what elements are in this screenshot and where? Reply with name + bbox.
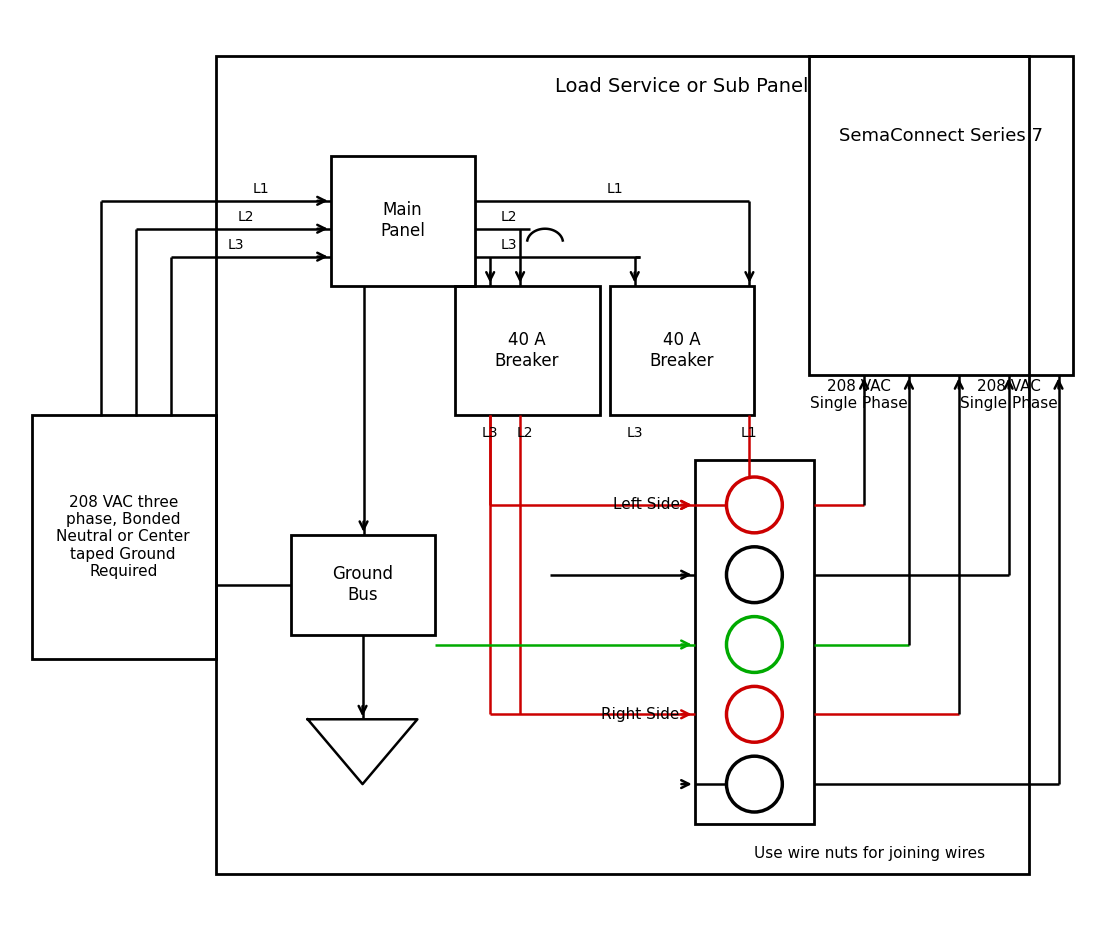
Text: L3: L3 bbox=[627, 426, 644, 440]
Circle shape bbox=[726, 617, 782, 672]
Text: L2: L2 bbox=[500, 209, 517, 224]
Text: L2: L2 bbox=[517, 426, 534, 440]
Text: L1: L1 bbox=[606, 182, 623, 196]
Text: SemaConnect Series 7: SemaConnect Series 7 bbox=[839, 127, 1043, 145]
Text: 208 VAC
Single Phase: 208 VAC Single Phase bbox=[811, 379, 907, 411]
Text: Ground
Bus: Ground Bus bbox=[332, 565, 393, 605]
Text: 208 VAC
Single Phase: 208 VAC Single Phase bbox=[960, 379, 1057, 411]
Bar bbox=[290, 535, 436, 635]
Polygon shape bbox=[308, 720, 417, 784]
Text: L3: L3 bbox=[500, 238, 517, 251]
Bar bbox=[609, 286, 755, 415]
Circle shape bbox=[726, 686, 782, 743]
Text: L3: L3 bbox=[228, 238, 244, 251]
Bar bbox=[694, 460, 814, 824]
Bar bbox=[216, 56, 1028, 874]
Bar bbox=[331, 156, 475, 286]
Text: L1: L1 bbox=[253, 182, 270, 196]
Text: Load Service or Sub Panel: Load Service or Sub Panel bbox=[554, 77, 808, 95]
Text: 208 VAC three
phase, Bonded
Neutral or Center
taped Ground
Required: 208 VAC three phase, Bonded Neutral or C… bbox=[56, 494, 190, 579]
Circle shape bbox=[726, 477, 782, 533]
Text: Right Side: Right Side bbox=[602, 706, 680, 722]
Text: Main
Panel: Main Panel bbox=[379, 201, 425, 240]
Text: Left Side: Left Side bbox=[613, 497, 680, 512]
Text: L2: L2 bbox=[238, 209, 254, 224]
Text: Use wire nuts for joining wires: Use wire nuts for joining wires bbox=[754, 846, 985, 862]
Bar bbox=[810, 56, 1074, 375]
Bar bbox=[32, 415, 216, 660]
Text: L1: L1 bbox=[741, 426, 758, 440]
Text: 40 A
Breaker: 40 A Breaker bbox=[649, 331, 714, 369]
Text: 40 A
Breaker: 40 A Breaker bbox=[495, 331, 559, 369]
Text: L3: L3 bbox=[482, 426, 498, 440]
Circle shape bbox=[726, 546, 782, 603]
Bar bbox=[455, 286, 600, 415]
Circle shape bbox=[726, 756, 782, 812]
